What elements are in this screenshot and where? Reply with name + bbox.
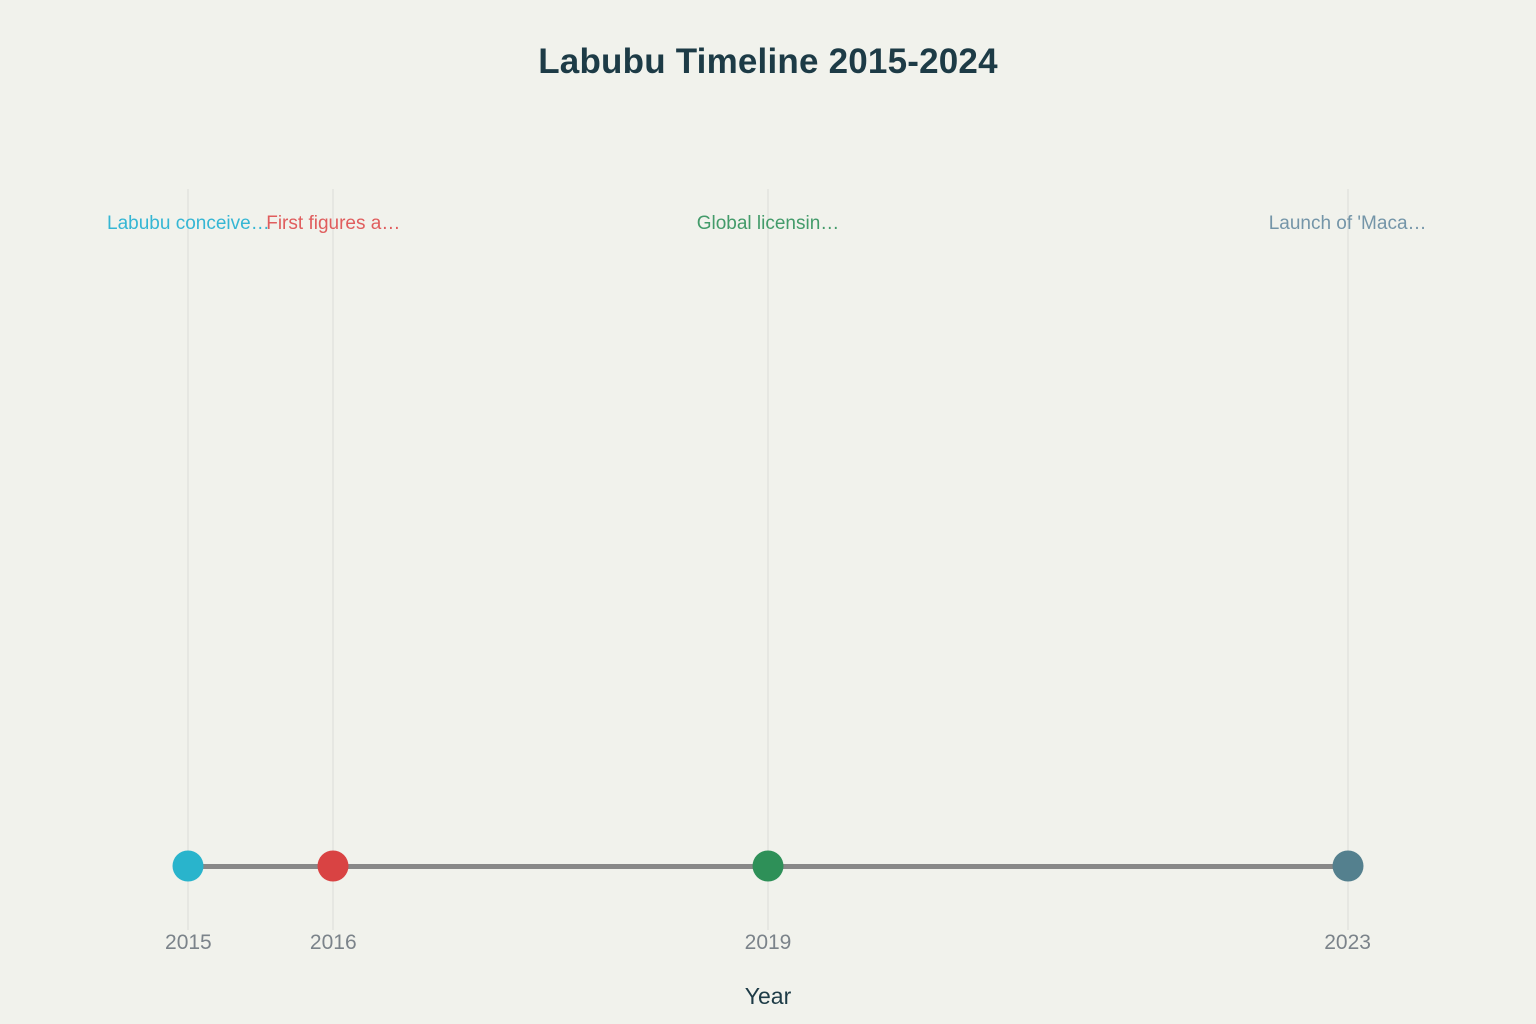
event-label: Launch of 'Maca…	[1268, 213, 1427, 234]
event-dot[interactable]	[1332, 850, 1364, 882]
event-gridline	[767, 189, 769, 930]
x-axis-title: Year	[744, 983, 792, 1009]
event-label: First figures a…	[266, 213, 401, 234]
event-dot[interactable]	[752, 850, 784, 882]
x-tick-label: 2019	[744, 931, 792, 954]
x-tick-label: 2023	[1324, 931, 1371, 954]
event-gridline	[332, 189, 334, 930]
event-label: Labubu conceive…	[107, 213, 270, 234]
event-dot[interactable]	[172, 850, 204, 882]
chart-title: Labubu Timeline 2015-2024	[538, 42, 998, 81]
event-gridline	[1347, 189, 1349, 930]
event-label: Global licensin…	[696, 213, 840, 234]
x-tick-label: 2015	[165, 931, 212, 954]
event-dot[interactable]	[317, 850, 349, 882]
event-gridline	[187, 189, 189, 930]
x-tick-label: 2016	[309, 931, 357, 954]
